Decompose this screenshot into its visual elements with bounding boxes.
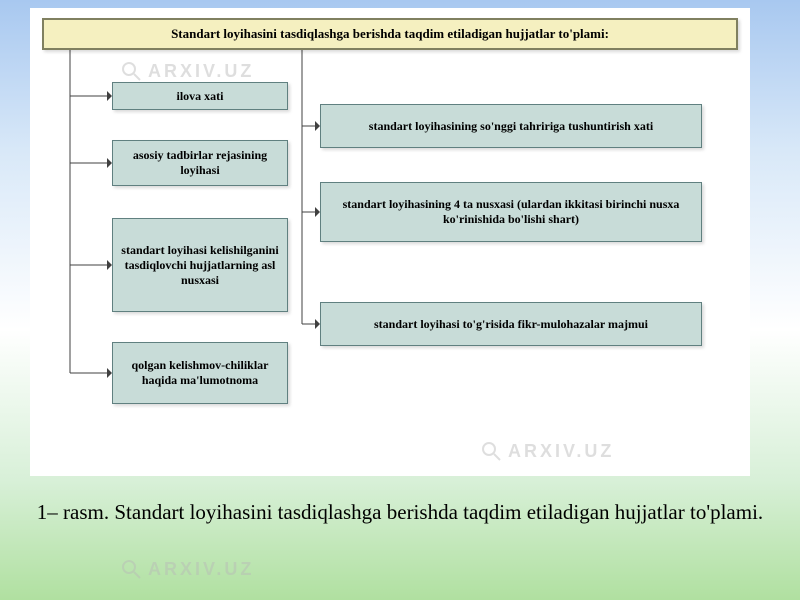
node-fikr: standart loyihasi to'g'risida fikr-muloh… — [320, 302, 702, 346]
diagram-header-text: Standart loyihasini tasdiqlashga berishd… — [171, 26, 609, 42]
node-kelish: standart loyihasi kelishilganini tasdiql… — [112, 218, 288, 312]
node-label: standart loyihasi to'g'risida fikr-muloh… — [374, 317, 648, 332]
node-label: qolgan kelishmov-chiliklar haqida ma'lum… — [117, 358, 283, 388]
node-asosiy: asosiy tadbirlar rejasining loyihasi — [112, 140, 288, 186]
node-label: standart loyihasi kelishilganini tasdiql… — [117, 243, 283, 288]
node-label: standart loyihasining so'nggi tahririga … — [369, 119, 653, 134]
diagram-header: Standart loyihasini tasdiqlashga berishd… — [42, 18, 738, 50]
figure-caption: 1– rasm. Standart loyihasini tasdiqlashg… — [0, 498, 800, 526]
node-label: standart loyihasining 4 ta nusxasi (ular… — [325, 197, 697, 227]
node-label: ilova xati — [177, 89, 224, 104]
figure-caption-text: 1– rasm. Standart loyihasini tasdiqlashg… — [37, 500, 763, 524]
node-tahrir: standart loyihasining so'nggi tahririga … — [320, 104, 702, 148]
node-nusxa: standart loyihasining 4 ta nusxasi (ular… — [320, 182, 702, 242]
node-qolgan: qolgan kelishmov-chiliklar haqida ma'lum… — [112, 342, 288, 404]
node-label: asosiy tadbirlar rejasining loyihasi — [117, 148, 283, 178]
node-ilova: ilova xati — [112, 82, 288, 110]
